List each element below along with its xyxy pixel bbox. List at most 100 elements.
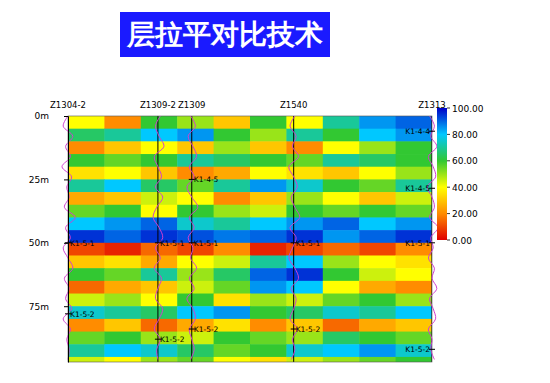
y-tick-mark (64, 116, 68, 117)
heatmap-cell (104, 268, 141, 281)
heatmap-cell (323, 192, 360, 205)
heatmap-cell (323, 129, 360, 142)
heatmap-cell (323, 243, 360, 256)
heatmap-cell (104, 255, 141, 268)
heatmap-cell (359, 179, 396, 192)
heatmap-cell (250, 255, 287, 268)
colorbar-label: 40.00 (452, 183, 478, 193)
y-tick-mark (64, 306, 68, 307)
heatmap-cell (323, 154, 360, 167)
heatmap-cell (359, 141, 396, 154)
heatmap-cell (359, 192, 396, 205)
heatmap-cell (359, 281, 396, 294)
y-tick: 50m (29, 238, 68, 248)
heatmap-cell (323, 332, 360, 345)
heatmap-cell (250, 268, 287, 281)
heatmap-cell (214, 344, 251, 357)
heatmap-cell (68, 154, 105, 167)
colorbar-label: 20.00 (452, 209, 478, 219)
heatmap-cell (396, 205, 432, 218)
plot-area (68, 116, 432, 362)
heatmap-cell (141, 154, 178, 167)
heatmap-cell (141, 319, 178, 332)
heatmap-cell (104, 129, 141, 142)
heatmap-cell (141, 281, 178, 294)
colorbar-tick (447, 160, 450, 161)
heatmap-cell (250, 116, 287, 129)
heatmap-cell (359, 306, 396, 319)
heatmap-cell (141, 141, 178, 154)
colorbar-tick (447, 108, 450, 109)
heatmap-cell (323, 179, 360, 192)
background (0, 0, 550, 383)
heatmap-cell (286, 255, 323, 268)
heatmap-cell (250, 332, 287, 345)
plot-frame (68, 116, 432, 362)
heatmap-cell (286, 116, 323, 129)
heatmap-cell (177, 281, 214, 294)
heatmap-cell (250, 167, 287, 180)
pick-label: K1-4-5 (194, 175, 219, 184)
heatmap-cell (359, 294, 396, 307)
heatmap-cell (214, 179, 251, 192)
heatmap-cell (104, 167, 141, 180)
heatmap-cell (323, 357, 360, 362)
heatmap-cell (359, 230, 396, 243)
pick-label: K1-5-1 (296, 239, 321, 248)
heatmap-cell (323, 116, 360, 129)
heatmap-cell (214, 217, 251, 230)
pick-label: K1-5-1 (405, 239, 430, 248)
heatmap-cell (104, 332, 141, 345)
heatmap-cell (250, 357, 287, 362)
heatmap-cell (396, 167, 432, 180)
heatmap-cell (104, 116, 141, 129)
heatmap-cell (141, 255, 178, 268)
heatmap-cell (396, 179, 432, 192)
heatmap-cell (104, 357, 141, 362)
heatmap-cell (396, 154, 432, 167)
pick-label: K1-5-1 (194, 239, 219, 248)
heatmap-cell (104, 179, 141, 192)
heatmap-cell (68, 344, 105, 357)
heatmap-cell (286, 192, 323, 205)
heatmap-cell (323, 141, 360, 154)
heatmap-cell (286, 154, 323, 167)
heatmap-cell (359, 217, 396, 230)
heatmap-cell (396, 294, 432, 307)
heatmap-cell (177, 217, 214, 230)
y-tick-label: 50m (29, 238, 49, 248)
title: 层拉平对比技术 (126, 18, 323, 51)
heatmap-cell (323, 319, 360, 332)
heatmap-cell (104, 306, 141, 319)
heatmap-cell (214, 281, 251, 294)
pick-label: K1-4-5 (405, 184, 430, 193)
heatmap-cell (250, 294, 287, 307)
heatmap-cell (359, 319, 396, 332)
heatmap-cell (323, 230, 360, 243)
heatmap-cell (68, 306, 105, 319)
pick-label: K1-4-4 (405, 127, 430, 136)
heatmap-cell (396, 319, 432, 332)
colorbar-tick (447, 187, 450, 188)
heatmap-cell (177, 357, 214, 362)
heatmap-cell (359, 154, 396, 167)
heatmap-cell (141, 357, 178, 362)
heatmap-cell (214, 154, 251, 167)
heatmap-cell (396, 344, 432, 357)
heatmap-cell (286, 294, 323, 307)
heatmap-cell (250, 243, 287, 256)
heatmap-cell (250, 281, 287, 294)
pick-label: K1-5-2 (194, 325, 219, 334)
pick-label: K1-5-2 (296, 325, 321, 334)
heatmap-cell (286, 268, 323, 281)
heatmap-cell (396, 141, 432, 154)
heatmap-cell (104, 281, 141, 294)
heatmap-cell (214, 192, 251, 205)
heatmap-cell (214, 205, 251, 218)
heatmap-cell (396, 357, 432, 362)
heatmap-cell (250, 179, 287, 192)
heatmap-cell (214, 141, 251, 154)
heatmap-cell (68, 179, 105, 192)
y-tick-label: 75m (29, 302, 49, 312)
heatmap-cell (214, 332, 251, 345)
